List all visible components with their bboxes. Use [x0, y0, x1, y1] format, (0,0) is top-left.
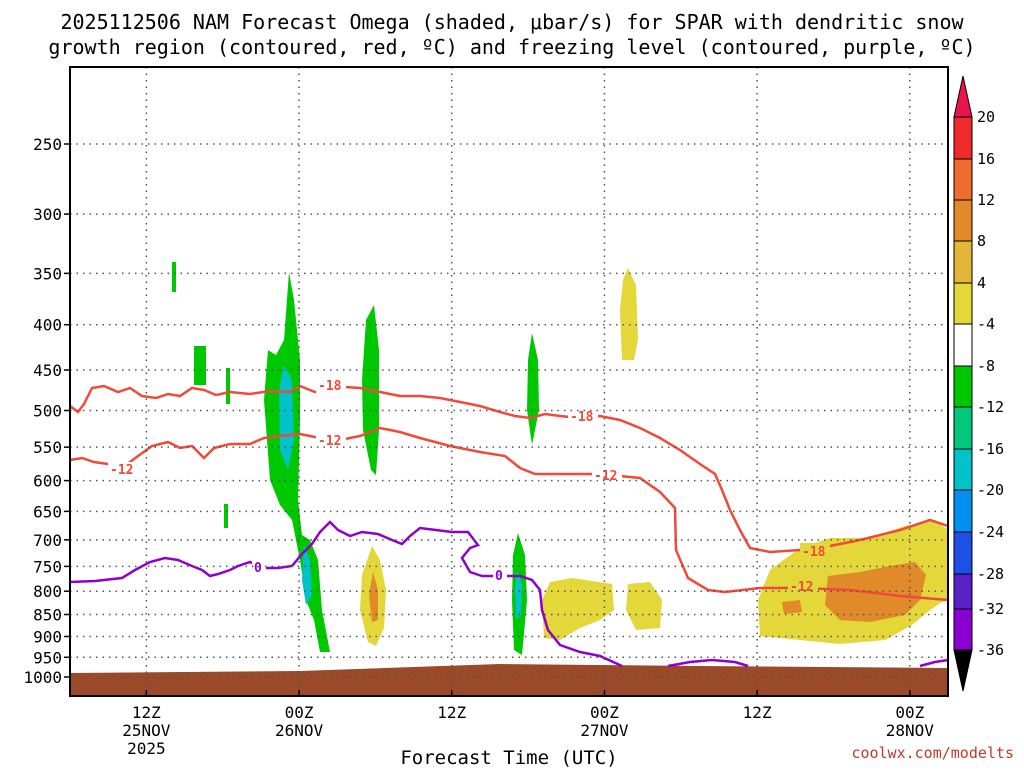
- colorbar-label-13: -36: [977, 641, 1004, 659]
- contour-label-minus12-c: -12: [594, 469, 617, 484]
- colorbar-label-12: -32: [977, 600, 1004, 618]
- colorbar-swatch-9: [953, 489, 973, 533]
- omega-region-yellow-3: [542, 578, 614, 640]
- colorbar-label-3: 8: [977, 232, 986, 250]
- y-tick-label-900: 900: [33, 627, 62, 646]
- chart-title-line1: 2025112506 NAM Forecast Omega (shaded, μ…: [60, 10, 964, 34]
- colorbar-label-1: 16: [977, 150, 995, 168]
- omega-region-green-1: [172, 262, 176, 292]
- contour-label-minus12-a: -12: [110, 463, 133, 478]
- x-tick-label-0-2: 2025: [127, 739, 166, 758]
- y-tick-label-650: 650: [33, 502, 62, 521]
- contour-label-zero-a: 0: [254, 561, 262, 576]
- x-tick-label-2-0: 12Z: [437, 703, 466, 722]
- colorbar: 20 16 12 8 4 -4 -8 -12 -16 -20 -24 -28 -32 -36: [953, 75, 1004, 692]
- omega-region-green-5: [264, 272, 330, 652]
- colorbar-label-5: -4: [977, 315, 995, 333]
- y-tick-label-350: 350: [33, 264, 62, 283]
- y-tick-label-1000: 1000: [23, 668, 62, 687]
- omega-region-green-2: [194, 346, 206, 385]
- omega-region-yellow-1: [620, 268, 638, 360]
- colorbar-label-11: -28: [977, 565, 1004, 583]
- colorbar-swatch-3: [953, 240, 973, 284]
- chart-title-line2: growth region (contoured, red, ºC) and f…: [48, 35, 975, 59]
- x-tick-label-5-0: 00Z: [895, 703, 924, 722]
- contour-minus12: [69, 426, 949, 602]
- y-axis: 250 300 350 400 450 500 550 600 650 700 750 800 850 9…: [23, 135, 70, 687]
- terrain-surface: [70, 664, 948, 696]
- colorbar-label-7: -12: [977, 398, 1004, 416]
- colorbar-swatch-2: [953, 199, 973, 242]
- y-tick-label-450: 450: [33, 361, 62, 380]
- y-tick-label-250: 250: [33, 135, 62, 154]
- colorbar-swatch-7: [953, 406, 973, 450]
- colorbar-swatch-10: [953, 531, 973, 575]
- omega-region-orange-1: [369, 572, 378, 622]
- colorbar-swatch-11: [953, 573, 973, 610]
- x-tick-label-0-0: 12Z: [132, 703, 161, 722]
- colorbar-label-10: -24: [977, 523, 1004, 541]
- y-tick-label-300: 300: [33, 205, 62, 224]
- y-tick-label-550: 550: [33, 438, 62, 457]
- colorbar-swatch-12: [953, 608, 973, 651]
- y-tick-label-750: 750: [33, 557, 62, 576]
- plot-frame: [69, 66, 949, 697]
- contour-label-zero-b: 0: [495, 569, 503, 584]
- colorbar-cap-top: [953, 75, 973, 118]
- y-tick-label-950: 950: [33, 648, 62, 667]
- colorbar-swatch-8: [953, 448, 973, 491]
- x-tick-label-5-1: 28NOV: [886, 721, 935, 740]
- contour-label-minus18-c: -18: [802, 545, 826, 560]
- contour-label-minus18-a: -18: [318, 379, 342, 394]
- y-tick-label-400: 400: [33, 316, 62, 335]
- omega-region-green-7: [527, 333, 539, 445]
- colorbar-cap-bottom: [953, 649, 973, 692]
- y-tick-label-850: 850: [33, 606, 62, 625]
- x-tick-label-3-0: 00Z: [590, 703, 619, 722]
- omega-region-yellow-4: [626, 582, 662, 630]
- contour-label-minus18-b: -18: [570, 410, 594, 425]
- omega-region-green-3: [226, 368, 230, 404]
- contour-zero: [69, 520, 949, 668]
- y-tick-label-500: 500: [33, 402, 62, 421]
- contour-labels: -18 -18 -18 -12 -12 -12 -12 0 0: [108, 378, 830, 595]
- y-tick-label-600: 600: [33, 472, 62, 491]
- colorbar-swatch-6: [953, 365, 973, 408]
- plot-area: -18 -18 -18 -12 -12 -12 -12 0 0: [69, 262, 949, 696]
- x-tick-label-3-1: 27NOV: [580, 721, 629, 740]
- colorbar-swatch-4: [953, 282, 973, 325]
- x-tick-label-1-1: 26NOV: [275, 721, 324, 740]
- contour-label-minus12-b: -12: [318, 434, 341, 449]
- colorbar-swatch-1: [953, 158, 973, 201]
- y-tick-label-700: 700: [33, 531, 62, 550]
- x-tick-label-1-0: 00Z: [285, 703, 314, 722]
- x-axis-label: Forecast Time (UTC): [400, 747, 617, 768]
- colorbar-label-0: 20: [977, 108, 995, 126]
- colorbar-label-2: 12: [977, 191, 995, 209]
- colorbar-label-4: 4: [977, 274, 986, 292]
- credit-text: coolwx.com/modelts: [851, 744, 1014, 762]
- grid-lines: [70, 67, 948, 696]
- x-tick-label-0-1: 25NOV: [122, 721, 171, 740]
- omega-region-orange-3: [782, 600, 802, 614]
- omega-region-cyan-2: [302, 545, 312, 605]
- omega-region-cyan-3: [515, 570, 522, 620]
- colorbar-label-6: -8: [977, 357, 995, 375]
- colorbar-swatch-5: [953, 323, 973, 367]
- omega-shading: [172, 262, 948, 655]
- colorbar-label-8: -16: [977, 440, 1004, 458]
- contour-minus18: [69, 384, 949, 554]
- contour-label-minus12-d: -12: [790, 580, 813, 595]
- omega-region-green-4: [224, 504, 228, 528]
- y-tick-label-800: 800: [33, 582, 62, 601]
- colorbar-swatch-0: [953, 116, 973, 160]
- colorbar-label-9: -20: [977, 481, 1004, 499]
- x-tick-label-4-0: 12Z: [743, 703, 772, 722]
